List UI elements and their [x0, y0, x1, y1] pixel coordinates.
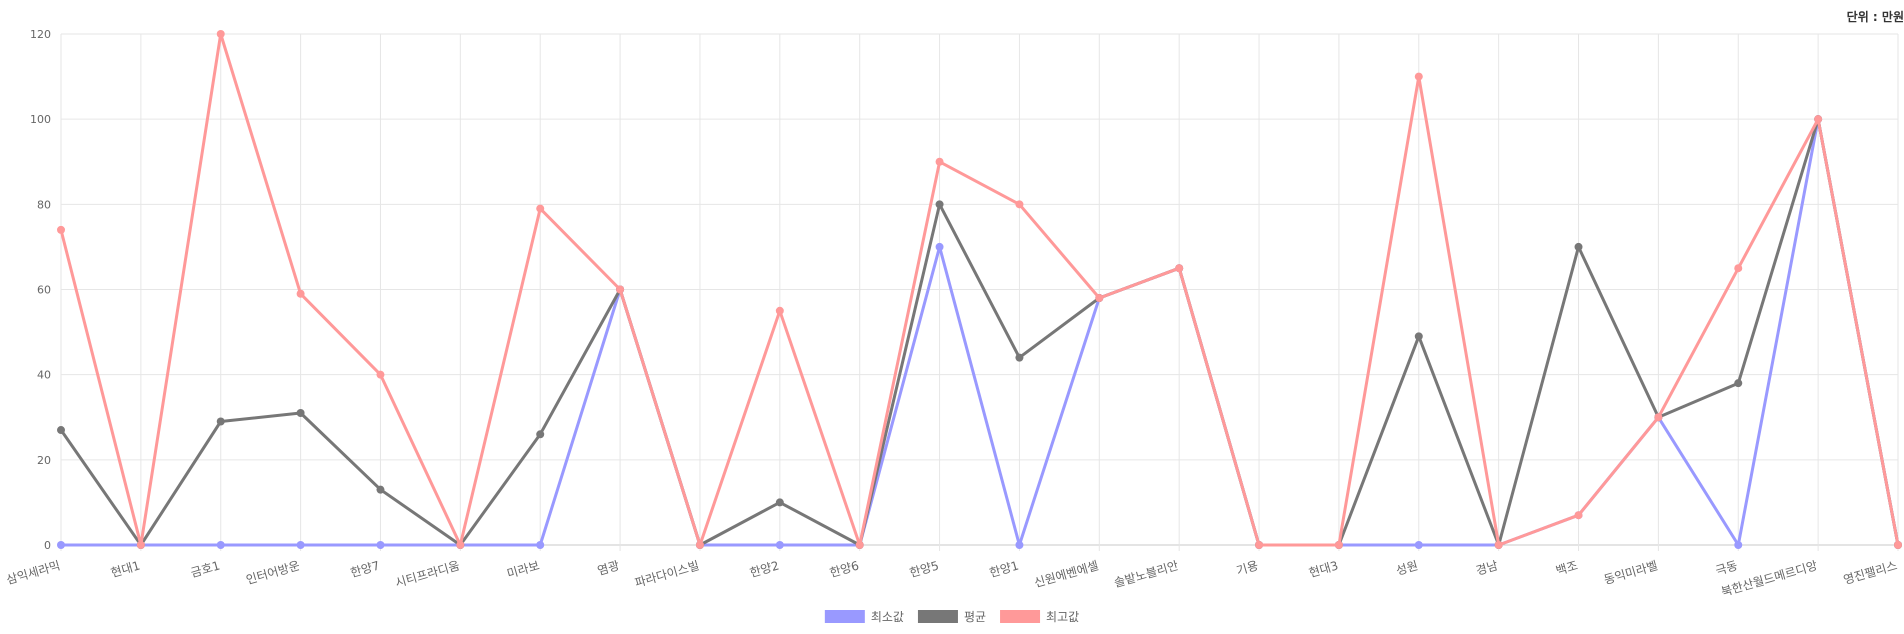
- data-point[interactable]: [536, 541, 545, 549]
- data-point[interactable]: [935, 200, 944, 209]
- data-point[interactable]: [1734, 379, 1743, 388]
- data-point[interactable]: [1574, 511, 1583, 520]
- data-point[interactable]: [456, 541, 465, 549]
- data-point[interactable]: [775, 541, 784, 549]
- y-tick-label: 0: [44, 539, 51, 552]
- data-point[interactable]: [1015, 353, 1024, 362]
- series-최고값: [57, 30, 1902, 549]
- data-point[interactable]: [1494, 541, 1503, 549]
- x-tick-label: 염광: [596, 558, 621, 578]
- y-tick-label: 100: [30, 113, 51, 126]
- data-point[interactable]: [1734, 541, 1743, 549]
- data-point[interactable]: [1894, 541, 1902, 549]
- data-point[interactable]: [935, 157, 944, 166]
- y-tick-label: 40: [37, 369, 51, 382]
- grid-lines: [60, 33, 1899, 551]
- data-point[interactable]: [1175, 264, 1184, 273]
- x-tick-label: 동익미라벨: [1602, 558, 1659, 587]
- data-point[interactable]: [935, 242, 944, 251]
- data-point[interactable]: [57, 426, 65, 435]
- data-point[interactable]: [216, 541, 225, 549]
- x-tick-label: 경남: [1474, 558, 1499, 578]
- legend-label: 최고값: [1046, 610, 1079, 624]
- x-tick-label: 현대1: [109, 558, 141, 580]
- data-point[interactable]: [695, 541, 704, 549]
- series-최소값: [57, 115, 1902, 549]
- data-point[interactable]: [216, 417, 225, 426]
- data-point[interactable]: [1814, 115, 1823, 124]
- x-tick-label: 인터어방운: [245, 558, 302, 587]
- legend-item[interactable]: 최고값: [1000, 610, 1079, 624]
- series-line: [59, 117, 1900, 547]
- series-lines: [57, 30, 1902, 549]
- x-tick-label: 신원에벤에셀: [1033, 558, 1101, 590]
- x-axis: 삼익세라믹 현대1 금호1 인터어방운 한양7 시티프라디움 미라보 염광 파라다이스빌 한양2 한…: [5, 558, 1899, 599]
- x-tick-label: 극동: [1714, 558, 1739, 578]
- legend-label: 평균: [964, 610, 986, 624]
- x-tick-label: 현대3: [1307, 558, 1339, 580]
- data-point[interactable]: [616, 285, 625, 294]
- series-평균: [57, 115, 1902, 549]
- series-line: [59, 32, 1900, 547]
- x-tick-label: 한양6: [828, 558, 860, 580]
- x-tick-label: 미라보: [505, 558, 541, 581]
- x-tick-label: 파라다이스빌: [633, 558, 701, 590]
- unit-label: 단위 : 만원: [1846, 10, 1904, 24]
- x-tick-label: 영진팰리스: [1842, 558, 1899, 587]
- data-point[interactable]: [855, 541, 864, 549]
- data-point[interactable]: [1015, 541, 1024, 549]
- x-tick-label: 한양7: [349, 558, 381, 580]
- data-point[interactable]: [57, 541, 65, 549]
- legend-item[interactable]: 평균: [917, 610, 986, 624]
- data-point[interactable]: [1574, 242, 1583, 251]
- data-point[interactable]: [296, 289, 305, 298]
- y-tick-label: 60: [37, 284, 51, 297]
- data-point[interactable]: [296, 408, 305, 417]
- data-point[interactable]: [296, 541, 305, 549]
- data-point[interactable]: [536, 204, 545, 213]
- data-point[interactable]: [376, 485, 385, 494]
- legend-swatch: [1000, 610, 1041, 623]
- data-point[interactable]: [1095, 294, 1104, 303]
- legend: 최소값 평균 최고값: [824, 610, 1079, 624]
- x-tick-label: 한양5: [908, 558, 940, 580]
- y-tick-label: 120: [30, 28, 51, 41]
- x-tick-label: 시티프라디움: [394, 558, 462, 590]
- y-tick-label: 20: [37, 454, 51, 467]
- legend-label: 최소값: [871, 610, 904, 624]
- data-point[interactable]: [1015, 200, 1024, 209]
- legend-swatch: [917, 610, 958, 623]
- data-point[interactable]: [775, 306, 784, 315]
- data-point[interactable]: [536, 430, 545, 439]
- data-point[interactable]: [775, 498, 784, 507]
- data-point[interactable]: [1734, 264, 1743, 273]
- data-point[interactable]: [1414, 72, 1423, 81]
- x-tick-label: 금호1: [189, 558, 221, 580]
- x-tick-label: 한양1: [988, 558, 1020, 580]
- legend-swatch: [824, 610, 865, 623]
- data-point[interactable]: [136, 541, 145, 549]
- data-point[interactable]: [376, 370, 385, 379]
- data-point[interactable]: [1414, 541, 1423, 549]
- x-tick-label: 성원: [1395, 558, 1420, 578]
- x-tick-label: 솔밭노블리안: [1112, 558, 1180, 590]
- x-tick-label: 백조: [1554, 558, 1579, 578]
- data-point[interactable]: [216, 30, 225, 38]
- x-tick-label: 기용: [1235, 558, 1260, 578]
- x-tick-label: 한양2: [748, 558, 780, 580]
- data-point[interactable]: [1334, 541, 1343, 549]
- data-point[interactable]: [1414, 332, 1423, 341]
- y-axis: 0 20 40 60 80 100 120: [30, 28, 51, 552]
- legend-item[interactable]: 최소값: [824, 610, 904, 624]
- data-point[interactable]: [57, 225, 65, 234]
- data-point[interactable]: [1654, 413, 1663, 422]
- data-point[interactable]: [1255, 541, 1264, 549]
- x-tick-label: 삼익세라믹: [5, 558, 62, 587]
- data-point[interactable]: [376, 541, 385, 549]
- y-tick-label: 80: [37, 198, 51, 211]
